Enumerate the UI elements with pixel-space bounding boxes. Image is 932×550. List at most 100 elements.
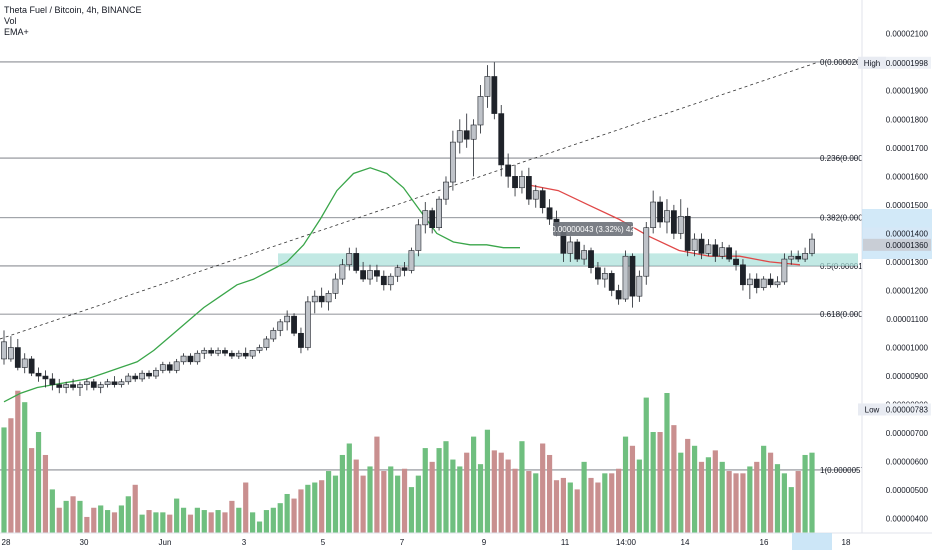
candle-body [574, 241, 581, 260]
candle-body [270, 330, 277, 340]
candle-body [636, 275, 643, 297]
volume-bar [795, 471, 801, 533]
candle-body [498, 113, 505, 166]
high-price-label: 0.00001998 High [858, 56, 931, 69]
volume-bar [526, 471, 532, 533]
ema-indicator-label[interactable]: EMA+ [4, 27, 29, 37]
volume-bar [401, 468, 408, 533]
volume-bar [761, 445, 767, 533]
candle-body [374, 270, 380, 277]
candle-body [21, 358, 28, 368]
volume-bar [540, 443, 546, 533]
volume-bar [201, 510, 207, 533]
volume-bar [622, 436, 629, 533]
candle-body [719, 247, 726, 257]
volume-bar [415, 475, 421, 533]
volume-bar [15, 390, 21, 533]
candle-body [733, 258, 739, 266]
candle-body [795, 255, 802, 260]
volume-bar [1, 427, 7, 533]
candle-body [802, 253, 808, 260]
candle-body [781, 258, 788, 283]
volume-bar [719, 461, 725, 533]
candle-body [760, 278, 767, 288]
volume-bar [167, 514, 173, 533]
fib-label: 0.236(0.00001664) [820, 154, 888, 163]
volume-bar [153, 512, 159, 533]
candle-body [519, 176, 525, 189]
time-axis-highlight [792, 533, 832, 550]
volume-bar [505, 459, 511, 533]
volume-bar [685, 438, 691, 533]
candle-body [601, 273, 608, 280]
volume-bar [346, 443, 352, 533]
volume-bar [429, 461, 435, 533]
candle-body [512, 176, 518, 189]
volume-bar [609, 473, 615, 533]
candle-body [249, 350, 256, 357]
ema-line-red [527, 184, 801, 266]
volume-bar [298, 489, 304, 533]
volume-bar [512, 468, 518, 533]
candle-body [698, 238, 705, 254]
candle-body [235, 352, 242, 357]
candle-body [97, 384, 104, 388]
symbol-title[interactable]: Theta Fuel / Bitcoin, 4h, BINANCE [4, 5, 142, 15]
volume-indicator-label[interactable]: Vol [4, 16, 17, 26]
candle-body [691, 238, 698, 251]
candle-body [187, 355, 194, 363]
volume-bar [63, 500, 69, 533]
volume-bar [705, 457, 712, 533]
candle-body [767, 278, 774, 286]
volume-bar [8, 418, 14, 533]
high-price-label-label: High [864, 59, 880, 68]
candle-body [367, 270, 373, 280]
volume-bar [443, 441, 449, 533]
volume-bar [519, 441, 525, 533]
price-axis-tick: 0.00001000 [886, 344, 929, 353]
candle-body [581, 250, 588, 260]
current-price-label: 0.00001400 [863, 227, 931, 240]
candle-body [325, 293, 332, 303]
measure-tooltip: 0.00000043 (3.32%) 42 [551, 222, 635, 236]
volume-bar [222, 512, 228, 533]
volume-bar [712, 450, 718, 533]
candle-body [201, 350, 208, 354]
candle-body [56, 384, 63, 388]
volume-bar [56, 507, 62, 533]
time-axis-tick: 16 [760, 538, 769, 547]
time-axis-tick: 5 [321, 538, 326, 547]
volume-bar [498, 452, 504, 533]
candle-body [705, 244, 712, 254]
volume-bar [726, 471, 732, 533]
price-axis-tick: 0.00000700 [886, 429, 929, 438]
candle-body [746, 278, 753, 286]
volume-bar [588, 477, 594, 533]
volume-bar [360, 475, 366, 533]
volume-bar [132, 484, 138, 533]
candle-body [304, 301, 311, 348]
candle-body [394, 267, 401, 277]
tooltip-text: 0.00000043 (3.32%) 42 [551, 225, 635, 234]
low-price-label-tag [858, 403, 886, 416]
volume-bar [740, 473, 746, 533]
volume-bar [595, 482, 601, 533]
candle-body [726, 247, 733, 260]
volume-bar [91, 507, 97, 533]
volume-bar [781, 473, 787, 533]
volume-bar [381, 471, 387, 533]
volume-bar [657, 432, 663, 533]
volume-bar [104, 510, 111, 533]
price-axis-tick: 0.00000900 [886, 372, 929, 381]
volume-bar [664, 393, 670, 533]
candle-body [14, 347, 21, 368]
candle-body [657, 201, 663, 223]
current-price-label-2-bg [863, 238, 931, 251]
high-price-label-text: 0.00001998 [886, 59, 929, 68]
volume-bar [263, 510, 270, 533]
candle-body [456, 130, 463, 143]
volume-bar [733, 473, 739, 533]
candle-body [422, 210, 429, 226]
